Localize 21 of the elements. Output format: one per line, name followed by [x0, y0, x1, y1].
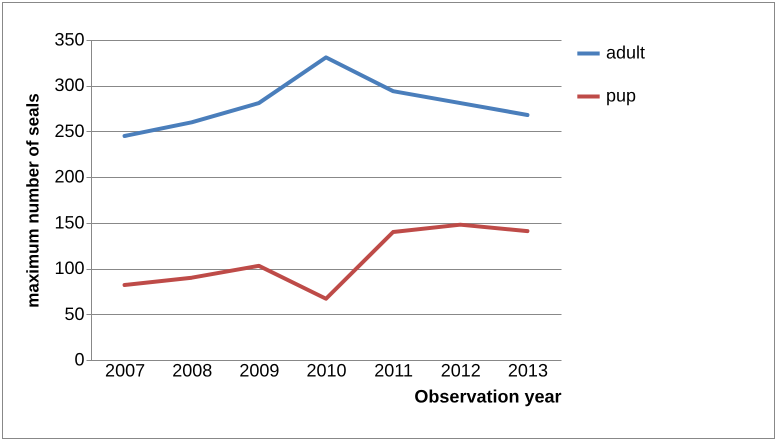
y-tick-label: 100 [54, 258, 84, 278]
y-tick-label: 150 [54, 212, 84, 232]
legend-label: pup [606, 86, 636, 106]
x-tick-label: 2008 [172, 360, 212, 380]
y-axis-title: maximum number of seals [23, 93, 42, 308]
x-tick-label: 2013 [508, 360, 548, 380]
y-tick-label: 200 [54, 166, 84, 187]
legend-label: adult [606, 42, 646, 62]
line-series [122, 222, 530, 301]
x-tick-label: 2011 [374, 360, 413, 380]
y-tick-label: 350 [54, 30, 84, 50]
x-tick-label: 2007 [105, 360, 146, 380]
y-tick-label: 250 [54, 120, 84, 141]
y-tick-label: 0 [74, 350, 84, 370]
line-series [122, 55, 530, 138]
x-tick-label: 2009 [239, 360, 280, 380]
y-tick-label: 50 [64, 304, 84, 324]
x-tick-label: 2012 [440, 360, 481, 380]
y-tick-label: 300 [54, 75, 84, 96]
x-tick-label: 2010 [306, 360, 347, 380]
x-axis-title: Observation year [414, 386, 562, 406]
